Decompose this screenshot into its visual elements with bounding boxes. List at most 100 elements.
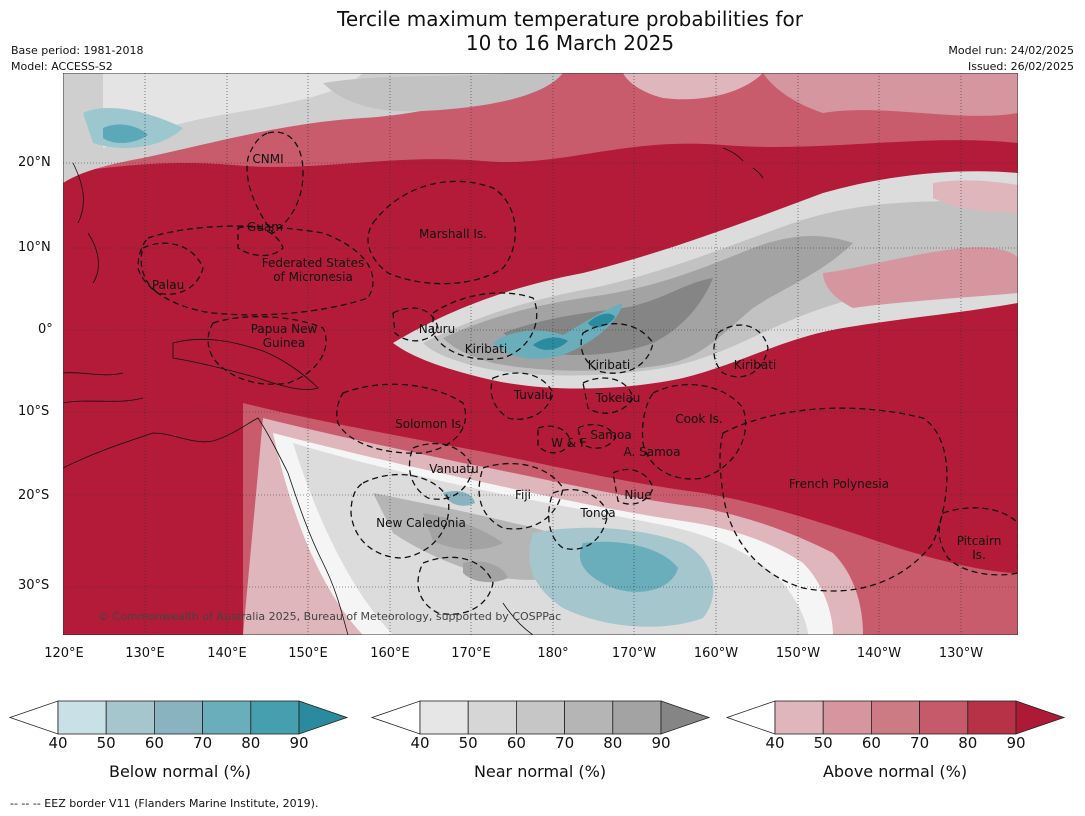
indonesia-coast — [63, 372, 144, 404]
region-label-line: Nauru — [419, 322, 455, 336]
region-label: French Polynesia — [789, 477, 889, 491]
lon-label: 170°W — [611, 646, 657, 661]
region-label: Federated States of Micronesia — [262, 256, 364, 284]
colorbar-tick-label: 70 — [910, 734, 930, 752]
region-label: Marshall Is. — [419, 227, 487, 241]
probability-map: CNMI Guam Marshall Is. Federated States of M… — [63, 73, 1018, 635]
region-label-line: Guam — [247, 220, 283, 234]
region-label: W & F — [551, 436, 587, 450]
colorbar-tick-label: 60 — [506, 734, 526, 752]
region-label-line: Kiribati — [465, 342, 507, 356]
hawaii-coast — [722, 147, 764, 179]
colorbar-tick-label: 40 — [410, 734, 430, 752]
north-mid-grey — [323, 73, 563, 112]
region-label-line: Samoa — [590, 428, 631, 442]
north-light-grey — [103, 73, 363, 148]
eez-niue — [612, 468, 654, 505]
eez-fsm — [137, 225, 374, 316]
colorbar-tick-label: 80 — [241, 734, 261, 752]
colorbar-tick-label: 70 — [555, 734, 575, 752]
region-label: Tonga — [579, 506, 615, 520]
region-label-line: Kiribati — [588, 358, 630, 372]
eez-kiribati-central — [580, 323, 654, 374]
colorbar-tick-label: 90 — [289, 734, 309, 752]
region-label-line: Solomon Is. — [395, 417, 465, 431]
region-label: Palau — [152, 278, 184, 292]
colorbar-upper-arrow — [298, 700, 349, 735]
region-label-line: Cook Is. — [675, 412, 722, 426]
ne-light — [623, 73, 763, 100]
colorbar-segment — [774, 700, 824, 735]
colorbar-tick-label: 60 — [861, 734, 881, 752]
region-label-line: Tuvalu — [513, 388, 553, 402]
lat-label: 10°N — [18, 240, 51, 255]
south-dark-grey — [423, 513, 508, 583]
eez-legend-footnote: -- -- -- EEZ border V11 (Flanders Marine… — [10, 797, 319, 810]
region-label-line: Kiribati — [734, 358, 776, 372]
lon-label: 130°W — [938, 646, 984, 661]
colorbar-lower-arrow — [725, 700, 776, 735]
region-label-line: Tokelau — [595, 391, 641, 405]
chart-title-line2: 10 to 16 March 2025 — [465, 31, 675, 55]
region-label-line: Vanuatu — [429, 462, 479, 476]
colorbar-segment — [153, 700, 203, 735]
eez-kiribati-west — [432, 292, 538, 360]
colorbar-upper-arrow — [1015, 700, 1066, 735]
region-label-line: Fiji — [515, 488, 531, 502]
colorbar-tick-label: 80 — [603, 734, 623, 752]
colorbar-tick-label: 50 — [96, 734, 116, 752]
lon-label: 160°E — [370, 646, 410, 661]
region-labels: CNMI Guam Marshall Is. Federated States of M… — [152, 152, 1001, 562]
eez-cook — [641, 383, 747, 480]
colorbar-tick-label: 50 — [813, 734, 833, 752]
eez-nz-north — [417, 556, 494, 615]
eez-borders — [137, 131, 1018, 615]
eez-solomon — [336, 383, 467, 454]
colorbar-segment — [564, 700, 614, 735]
eez-tokelau — [582, 377, 634, 414]
eez-png — [207, 316, 327, 385]
lat-label: 20°N — [18, 155, 51, 170]
eez-marshall — [367, 180, 516, 285]
eez-palau — [140, 242, 204, 295]
colorbar-title-near: Near normal (%) — [473, 762, 607, 781]
region-label: Pitcairn Is. — [957, 534, 1002, 562]
lon-label: 120°E — [44, 646, 84, 661]
issued-date: Issued: 26/02/2025 — [967, 60, 1074, 73]
region-label: Niue — [624, 488, 651, 502]
eez-guam — [237, 226, 284, 257]
eez-fiji — [478, 462, 564, 530]
colorbar-segment — [871, 700, 921, 735]
colorbar-lower-arrow — [8, 700, 59, 735]
colorbar-tick-label: 70 — [193, 734, 213, 752]
lon-label: 130°E — [125, 646, 165, 661]
region-label: A. Samoa — [624, 445, 681, 459]
colorbar-tick-label: 60 — [144, 734, 164, 752]
lon-label: 180° — [537, 646, 569, 661]
region-label-line: A. Samoa — [624, 445, 681, 459]
eez-kiribati-east — [713, 324, 769, 378]
north-below-teal-dark — [103, 124, 148, 143]
chart-title-line1: Tercile maximum temperature probabilitie… — [337, 7, 803, 31]
region-label: Fiji — [515, 488, 531, 502]
region-label: Samoa — [590, 428, 631, 442]
eez-cnmi — [246, 131, 304, 234]
copyright-notice: © Commonwealth of Australia 2025, Bureau… — [98, 610, 561, 623]
model-name: Model: ACCESS-S2 — [11, 60, 113, 73]
region-label: Tokelau — [595, 391, 641, 405]
eez-pitcairn — [938, 507, 1018, 576]
region-label: Solomon Is. — [395, 417, 465, 431]
lon-label: 140°E — [207, 646, 247, 661]
region-label-line: of Micronesia — [273, 270, 353, 284]
region-label-line: Niue — [624, 488, 651, 502]
region-label-line: Guinea — [263, 336, 306, 350]
east-light-patch — [933, 180, 1018, 213]
colorbar-segment — [202, 700, 252, 735]
colorbar-tick-label: 50 — [458, 734, 478, 752]
colorbar-segment — [612, 700, 662, 735]
region-label: Papua New Guinea — [251, 322, 318, 350]
region-label: CNMI — [252, 152, 283, 166]
region-label-line: Tonga — [579, 506, 615, 520]
lat-label: 30°S — [18, 578, 50, 593]
model-run: Model run: 24/02/2025 — [948, 44, 1074, 57]
